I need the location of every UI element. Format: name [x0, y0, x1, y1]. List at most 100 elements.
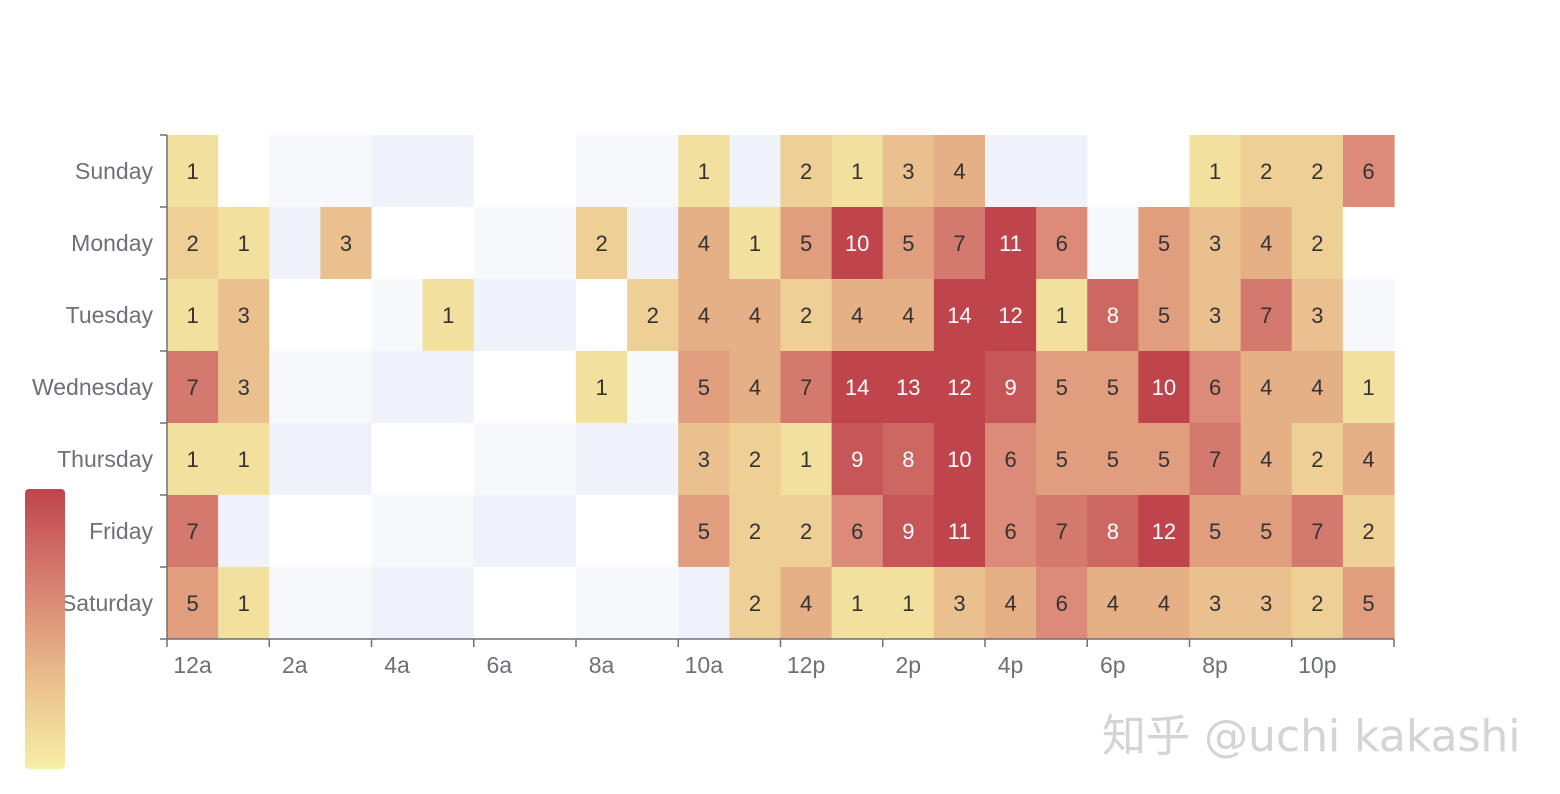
- cell-value-label: 4: [698, 303, 710, 328]
- cell-value-label: 4: [1004, 591, 1016, 616]
- cell-value-label: 5: [1362, 591, 1374, 616]
- cell-value-label: 1: [749, 231, 761, 256]
- watermark: 知乎 @uchi kakashi: [1102, 711, 1521, 762]
- heatmap-cell: [1291, 495, 1344, 568]
- heatmap-cell: [1240, 423, 1293, 496]
- heatmap-cell: [1342, 135, 1395, 208]
- cell-value-label: 6: [1056, 231, 1068, 256]
- cell-value-label: 7: [1260, 303, 1272, 328]
- x-tick-label: 10a: [685, 652, 724, 678]
- heatmap-cell: [1342, 567, 1395, 640]
- heatmap-cell: [627, 495, 679, 568]
- heatmap-cell: [1138, 207, 1191, 280]
- heatmap-cell: [678, 423, 730, 496]
- cell-value-label: 10: [845, 231, 869, 256]
- cell-value-label: 3: [1311, 303, 1323, 328]
- cell-value-label: 5: [1260, 519, 1272, 544]
- heatmap-cell: [1291, 567, 1344, 640]
- cell-value-label: 2: [1311, 591, 1323, 616]
- heatmap-cell: [1240, 567, 1293, 640]
- cell-value-label: 2: [800, 303, 812, 328]
- heatmap-cell: [882, 207, 935, 280]
- cell-value-label: 6: [851, 519, 863, 544]
- cell-value-label: 4: [1260, 447, 1272, 472]
- heatmap-cell: [473, 207, 526, 280]
- heatmap-cell: [985, 135, 1037, 208]
- y-tick-label: Thursday: [57, 446, 153, 472]
- cell-value-label: 2: [1260, 159, 1272, 184]
- heatmap-cell: [576, 567, 628, 640]
- heatmap-cell: [269, 495, 321, 568]
- heatmap-cell: [678, 495, 730, 568]
- cell-value-label: 1: [186, 447, 198, 472]
- cell-value-label: 4: [1158, 591, 1170, 616]
- heatmap-cell: [1036, 279, 1088, 352]
- cell-value-label: 6: [1056, 591, 1068, 616]
- heatmap-cell: [371, 351, 424, 424]
- heatmap-cell: [729, 567, 782, 640]
- heatmap-cell: [320, 567, 373, 640]
- heatmap-cell: [780, 567, 833, 640]
- heatmap-cell: [422, 567, 475, 640]
- cell-value-label: 1: [902, 591, 914, 616]
- heatmap-cell: [780, 207, 833, 280]
- x-tick-label: 8a: [589, 652, 615, 678]
- cell-value-label: 1: [1362, 375, 1374, 400]
- visual-map-bar: [25, 489, 65, 769]
- heatmap-cell: [933, 135, 986, 208]
- cell-value-label: 1: [851, 159, 863, 184]
- heatmap-cell: [167, 351, 219, 424]
- cell-value-label: 4: [1260, 231, 1272, 256]
- cell-value-label: 6: [1004, 519, 1016, 544]
- cell-value-label: 10: [1152, 375, 1176, 400]
- heatmap-cell: [1036, 351, 1088, 424]
- heatmap-cell: [1240, 135, 1293, 208]
- heatmap-cell: [1036, 567, 1088, 640]
- y-tick-label: Tuesday: [66, 302, 154, 328]
- cell-value-label: 13: [896, 375, 920, 400]
- cell-value-label: 1: [238, 591, 250, 616]
- heatmap-cell: [678, 279, 730, 352]
- heatmap-cell: [831, 423, 884, 496]
- heatmap-cell: [1138, 423, 1191, 496]
- cell-value-label: 7: [800, 375, 812, 400]
- heatmap-cell: [218, 423, 270, 496]
- cell-value-label: 2: [1311, 447, 1323, 472]
- heatmap-cell: [1189, 495, 1242, 568]
- cell-value-label: 3: [953, 591, 965, 616]
- cell-value-label: 10: [947, 447, 971, 472]
- y-tick-label: Monday: [71, 230, 153, 256]
- cell-value-label: 7: [1209, 447, 1221, 472]
- heatmap-cell: [1189, 207, 1242, 280]
- heatmap-cell: [167, 423, 219, 496]
- cell-value-label: 3: [238, 375, 250, 400]
- heatmap-cell: [985, 279, 1037, 352]
- heatmap-cell: [1036, 423, 1088, 496]
- cell-value-label: 1: [238, 447, 250, 472]
- heatmap-cell: [729, 495, 782, 568]
- cell-value-label: 3: [238, 303, 250, 328]
- heatmap-cell: [627, 351, 679, 424]
- heatmap-cell: [524, 351, 577, 424]
- heatmap-cell: [1291, 423, 1344, 496]
- heatmap-cell: [1138, 351, 1191, 424]
- heatmap-cell: [831, 495, 884, 568]
- cell-value-label: 14: [947, 303, 971, 328]
- heatmap-cell: [1189, 351, 1242, 424]
- cell-value-label: 4: [902, 303, 914, 328]
- heatmap-cell: [1138, 279, 1191, 352]
- heatmap-cell: [627, 423, 679, 496]
- heatmap-cell: [1342, 495, 1395, 568]
- heatmap-cell: [627, 567, 679, 640]
- cell-value-label: 5: [1209, 519, 1221, 544]
- heatmap-cell: [780, 135, 833, 208]
- heatmap-cell: [1342, 207, 1395, 280]
- cell-value-label: 3: [1209, 303, 1221, 328]
- cell-value-label: 8: [902, 447, 914, 472]
- cell-value-label: 4: [1260, 375, 1272, 400]
- cell-value-label: 9: [851, 447, 863, 472]
- x-tick-label: 12p: [787, 652, 825, 678]
- heatmap-cell: [627, 279, 679, 352]
- heatmap-cell: [678, 135, 730, 208]
- heatmap-cell: [1087, 423, 1139, 496]
